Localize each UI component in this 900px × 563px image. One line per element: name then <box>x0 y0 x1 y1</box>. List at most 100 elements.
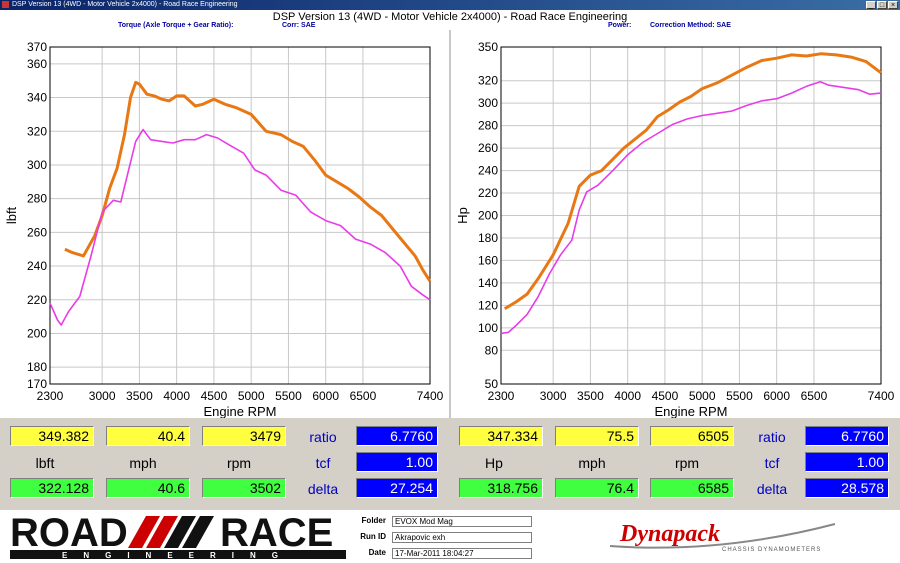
x-tick-label: 3000 <box>89 389 116 403</box>
footer: ROAD RACE ENGINEERING Folder EVOX Mod Ma… <box>0 510 900 563</box>
tcf-label: tcf <box>315 455 331 471</box>
x-tick-label: 6000 <box>312 389 339 403</box>
x-tick-label: 2300 <box>488 389 515 403</box>
y-tick-label: 80 <box>485 343 499 357</box>
svg-text:Dynapack: Dynapack <box>619 521 720 547</box>
torque-chart: 370 360 340 320 300 280 260 240 220 200 180 1702300… <box>4 40 444 418</box>
ratio-label: ratio <box>758 429 786 445</box>
svg-text:ROAD: ROAD <box>10 512 128 555</box>
rpm-value-2: 6585 <box>650 478 734 498</box>
y-tick-label: 50 <box>485 377 499 391</box>
y-tick-label: 320 <box>478 74 498 88</box>
series-line-2 <box>49 128 431 326</box>
mph-value-2: 76.4 <box>555 478 639 498</box>
x-tick-label: 5500 <box>726 389 753 403</box>
window-titlebar: DSP Version 13 (4WD - Motor Vehicle 2x40… <box>0 0 900 10</box>
rpm-value-2: 3502 <box>202 478 286 498</box>
y-tick-label: 260 <box>27 225 47 239</box>
delta-value: 28.578 <box>805 478 889 498</box>
date-label: Date <box>368 548 386 557</box>
torque-corr: Corr: SAE <box>282 22 316 29</box>
left-readout-panel: 349.382 40.4 3479 lbft mph rpm 322.128 4… <box>0 418 449 510</box>
x-tick-label: 7400 <box>868 389 895 403</box>
svg-text:RACE: RACE <box>220 512 333 555</box>
x-tick-label: 2300 <box>37 389 64 403</box>
torque-value-1: 349.382 <box>10 426 94 446</box>
folder-label: Folder <box>361 516 386 525</box>
y-tick-label: 200 <box>27 326 47 340</box>
x-tick-label: 3500 <box>577 389 604 403</box>
unit-label-rpm: rpm <box>674 455 700 471</box>
x-tick-label: 4500 <box>652 389 679 403</box>
chart-divider <box>449 30 451 418</box>
torque-value-2: 322.128 <box>10 478 94 498</box>
y-tick-label: 340 <box>27 91 47 105</box>
y-tick-label: 240 <box>478 164 498 178</box>
date-value: 17-Mar-2011 18:04:27 <box>392 548 532 559</box>
ratio-value: 6.7760 <box>805 426 889 446</box>
close-button[interactable]: × <box>888 1 898 9</box>
x-axis-label: Engine RPM <box>204 404 277 418</box>
right-readout-panel: 347.334 75.5 6505 Hp mph rpm 318.756 76.… <box>451 418 900 510</box>
x-tick-label: 6000 <box>763 389 790 403</box>
series-line-1 <box>503 52 882 310</box>
unit-label-mph: mph <box>578 455 606 471</box>
app-icon <box>2 1 9 8</box>
y-axis-label: Hp <box>455 207 470 224</box>
x-tick-label: 3000 <box>540 389 567 403</box>
folder-value: EVOX Mod Mag <box>392 516 532 527</box>
y-tick-label: 220 <box>478 186 498 200</box>
unit-label-rpm: rpm <box>226 455 252 471</box>
y-tick-label: 170 <box>27 377 47 391</box>
power-value-1: 347.334 <box>459 426 543 446</box>
tcf-value: 1.00 <box>805 452 889 472</box>
y-tick-label: 120 <box>478 298 498 312</box>
y-tick-label: 260 <box>478 141 498 155</box>
series-line-1 <box>64 80 432 283</box>
x-axis-label: Engine RPM <box>655 404 728 418</box>
x-tick-label: 6500 <box>350 389 377 403</box>
road-race-logo: ROAD RACE ENGINEERING <box>10 512 346 560</box>
delta-label: delta <box>756 481 788 497</box>
y-tick-label: 160 <box>478 253 498 267</box>
rpm-value-1: 6505 <box>650 426 734 446</box>
mph-value-1: 40.4 <box>106 426 190 446</box>
y-tick-label: 280 <box>27 192 47 206</box>
maximize-button[interactable]: □ <box>877 1 887 9</box>
y-tick-label: 360 <box>27 57 47 71</box>
minimize-button[interactable]: _ <box>866 1 876 9</box>
power-value-2: 318.756 <box>459 478 543 498</box>
tcf-value: 1.00 <box>356 452 438 472</box>
y-tick-label: 300 <box>27 158 47 172</box>
delta-label: delta <box>307 481 339 497</box>
y-tick-label: 180 <box>27 360 47 374</box>
window-title: DSP Version 13 (4WD - Motor Vehicle 2x40… <box>12 1 238 8</box>
x-tick-label: 4000 <box>163 389 190 403</box>
unit-label-mph: mph <box>129 455 157 471</box>
x-tick-label: 4000 <box>614 389 641 403</box>
runid-value: Akrapovic exh <box>392 532 532 543</box>
unit-label-lbft: lbft <box>35 455 55 471</box>
x-tick-label: 7400 <box>417 389 444 403</box>
unit-label-hp: Hp <box>485 455 503 471</box>
y-tick-label: 370 <box>27 40 47 54</box>
ratio-label: ratio <box>309 429 337 445</box>
x-tick-label: 5000 <box>238 389 265 403</box>
y-tick-label: 180 <box>478 231 498 245</box>
mph-value-2: 40.6 <box>106 478 190 498</box>
plot-border <box>49 46 431 385</box>
x-tick-label: 5000 <box>689 389 716 403</box>
plot-frame <box>49 46 431 385</box>
charts-area: DSP Version 13 (4WD - Motor Vehicle 2x40… <box>0 10 900 418</box>
power-chart: 350 320 300 280 260 240 220 200 180 160 140 120 100 8… <box>455 40 895 418</box>
x-tick-label: 3500 <box>126 389 153 403</box>
power-corr: Correction Method: SAE <box>650 22 731 29</box>
y-tick-label: 140 <box>478 276 498 290</box>
dynapack-logo: Dynapack CHASSIS DYNAMOMETERS <box>609 521 836 553</box>
y-tick-label: 240 <box>27 259 47 273</box>
svg-text:ENGINEERING: ENGINEERING <box>62 551 294 560</box>
rpm-value-1: 3479 <box>202 426 286 446</box>
svg-text:CHASSIS DYNAMOMETERS: CHASSIS DYNAMOMETERS <box>722 547 821 553</box>
series-line-2 <box>500 80 882 335</box>
ratio-value: 6.7760 <box>356 426 438 446</box>
